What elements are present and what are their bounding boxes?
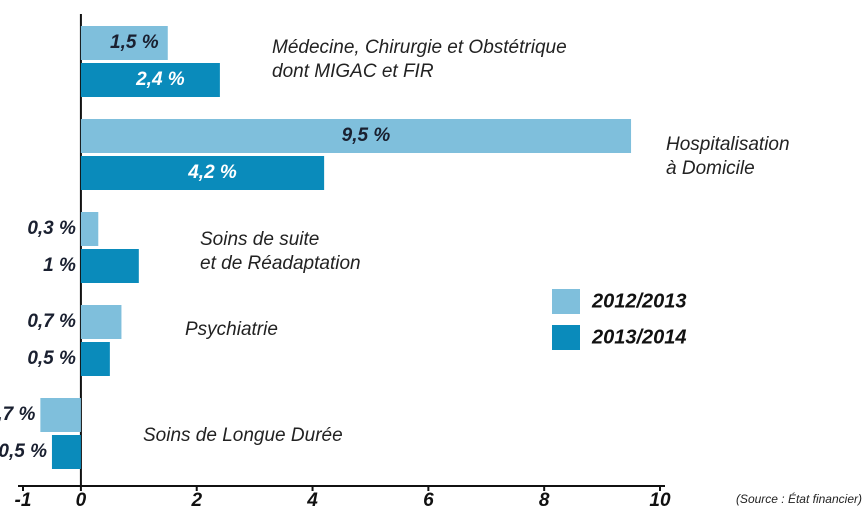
x-tick-label: 6 [423, 490, 434, 511]
value-label: 0,7 % [27, 311, 76, 332]
x-tick-label: -1 [15, 490, 32, 511]
x-tick-label: 2 [190, 490, 202, 511]
legend-swatch [552, 289, 580, 314]
x-tick-label: 0 [76, 490, 87, 511]
bar [80, 119, 632, 153]
legend-label: 2012/2013 [591, 290, 687, 312]
bar [80, 212, 99, 246]
value-label: 9,5 % [342, 125, 391, 146]
bar [80, 156, 325, 190]
category-label: Médecine, Chirurgie et Obstétrique dont … [272, 37, 567, 82]
legend-label: 2013/2014 [591, 326, 687, 348]
category-label: Soins de suite et de Réadaptation [200, 229, 361, 274]
value-label: 1 % [43, 255, 76, 276]
bar [80, 249, 139, 283]
value-label: -0,7 % [0, 404, 35, 425]
bar [80, 26, 168, 60]
x-tick-label: 10 [649, 490, 671, 511]
x-tick-label: 4 [306, 490, 318, 511]
bar [80, 305, 122, 339]
value-label: -0,5 % [0, 441, 47, 462]
bar [80, 342, 110, 376]
value-label: 0,5 % [27, 348, 76, 369]
legend-swatch [552, 325, 580, 350]
bar [40, 398, 81, 432]
x-tick-label: 8 [539, 490, 550, 511]
bar [51, 435, 81, 469]
bar [80, 63, 220, 97]
category-label: Soins de Longue Durée [143, 425, 343, 446]
value-label: 2,4 % [135, 69, 185, 90]
category-label: Psychiatrie [185, 319, 278, 340]
category-label: Hospitalisation à Domicile [666, 134, 790, 179]
value-label: 4,2 % [187, 162, 237, 183]
value-label: 0,3 % [27, 218, 76, 239]
value-label: 1,5 % [110, 32, 159, 53]
source-note: (Source : État financier) [736, 491, 862, 506]
